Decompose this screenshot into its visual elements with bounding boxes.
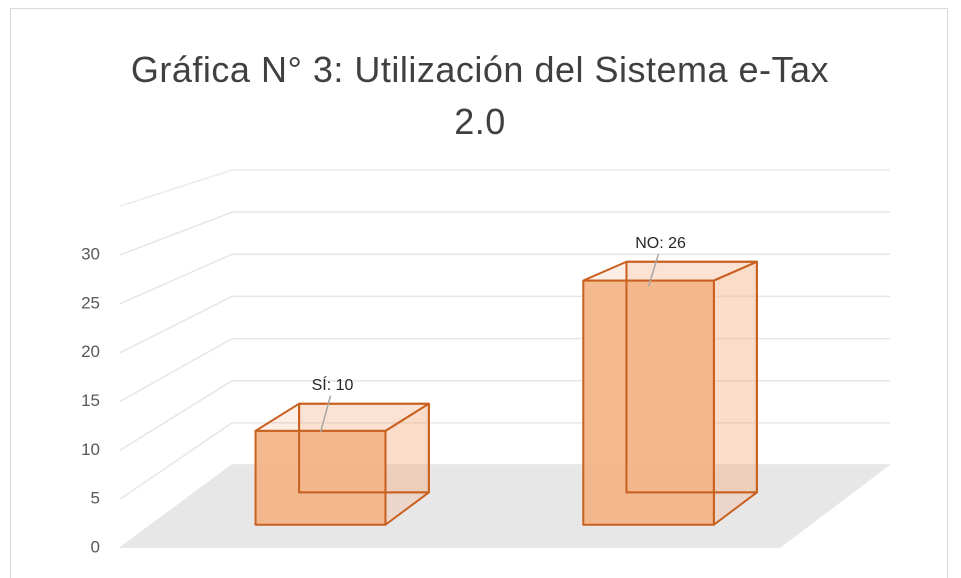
grid-line	[119, 379, 890, 451]
y-tick-label: 0	[91, 537, 100, 556]
grid-line	[119, 337, 890, 403]
grid-line	[119, 211, 890, 256]
y-tick-label: 10	[81, 440, 100, 459]
y-tick-label: 20	[81, 342, 100, 361]
data-label: SÍ: 10	[312, 375, 354, 394]
chart-title: Gráfica N° 3: Utilización del Sistema e-…	[130, 49, 830, 142]
grid-line	[119, 295, 890, 354]
y-tick-label: 15	[81, 391, 100, 410]
wall-edge	[119, 169, 890, 207]
y-tick-label: 25	[81, 293, 100, 312]
data-label: NO: 26	[635, 235, 686, 252]
y-tick-label: 30	[81, 244, 100, 263]
y-tick-label: 5	[91, 489, 100, 508]
bar-front	[582, 279, 715, 526]
bar-side	[712, 260, 758, 526]
leader-line	[647, 253, 660, 287]
leader-line	[319, 395, 332, 433]
grid-line	[119, 253, 890, 305]
bar-back-edges	[625, 261, 757, 494]
chart-frame	[10, 8, 948, 578]
floor	[120, 465, 890, 548]
bar-back-edges	[298, 403, 429, 494]
bar-front	[254, 429, 387, 526]
